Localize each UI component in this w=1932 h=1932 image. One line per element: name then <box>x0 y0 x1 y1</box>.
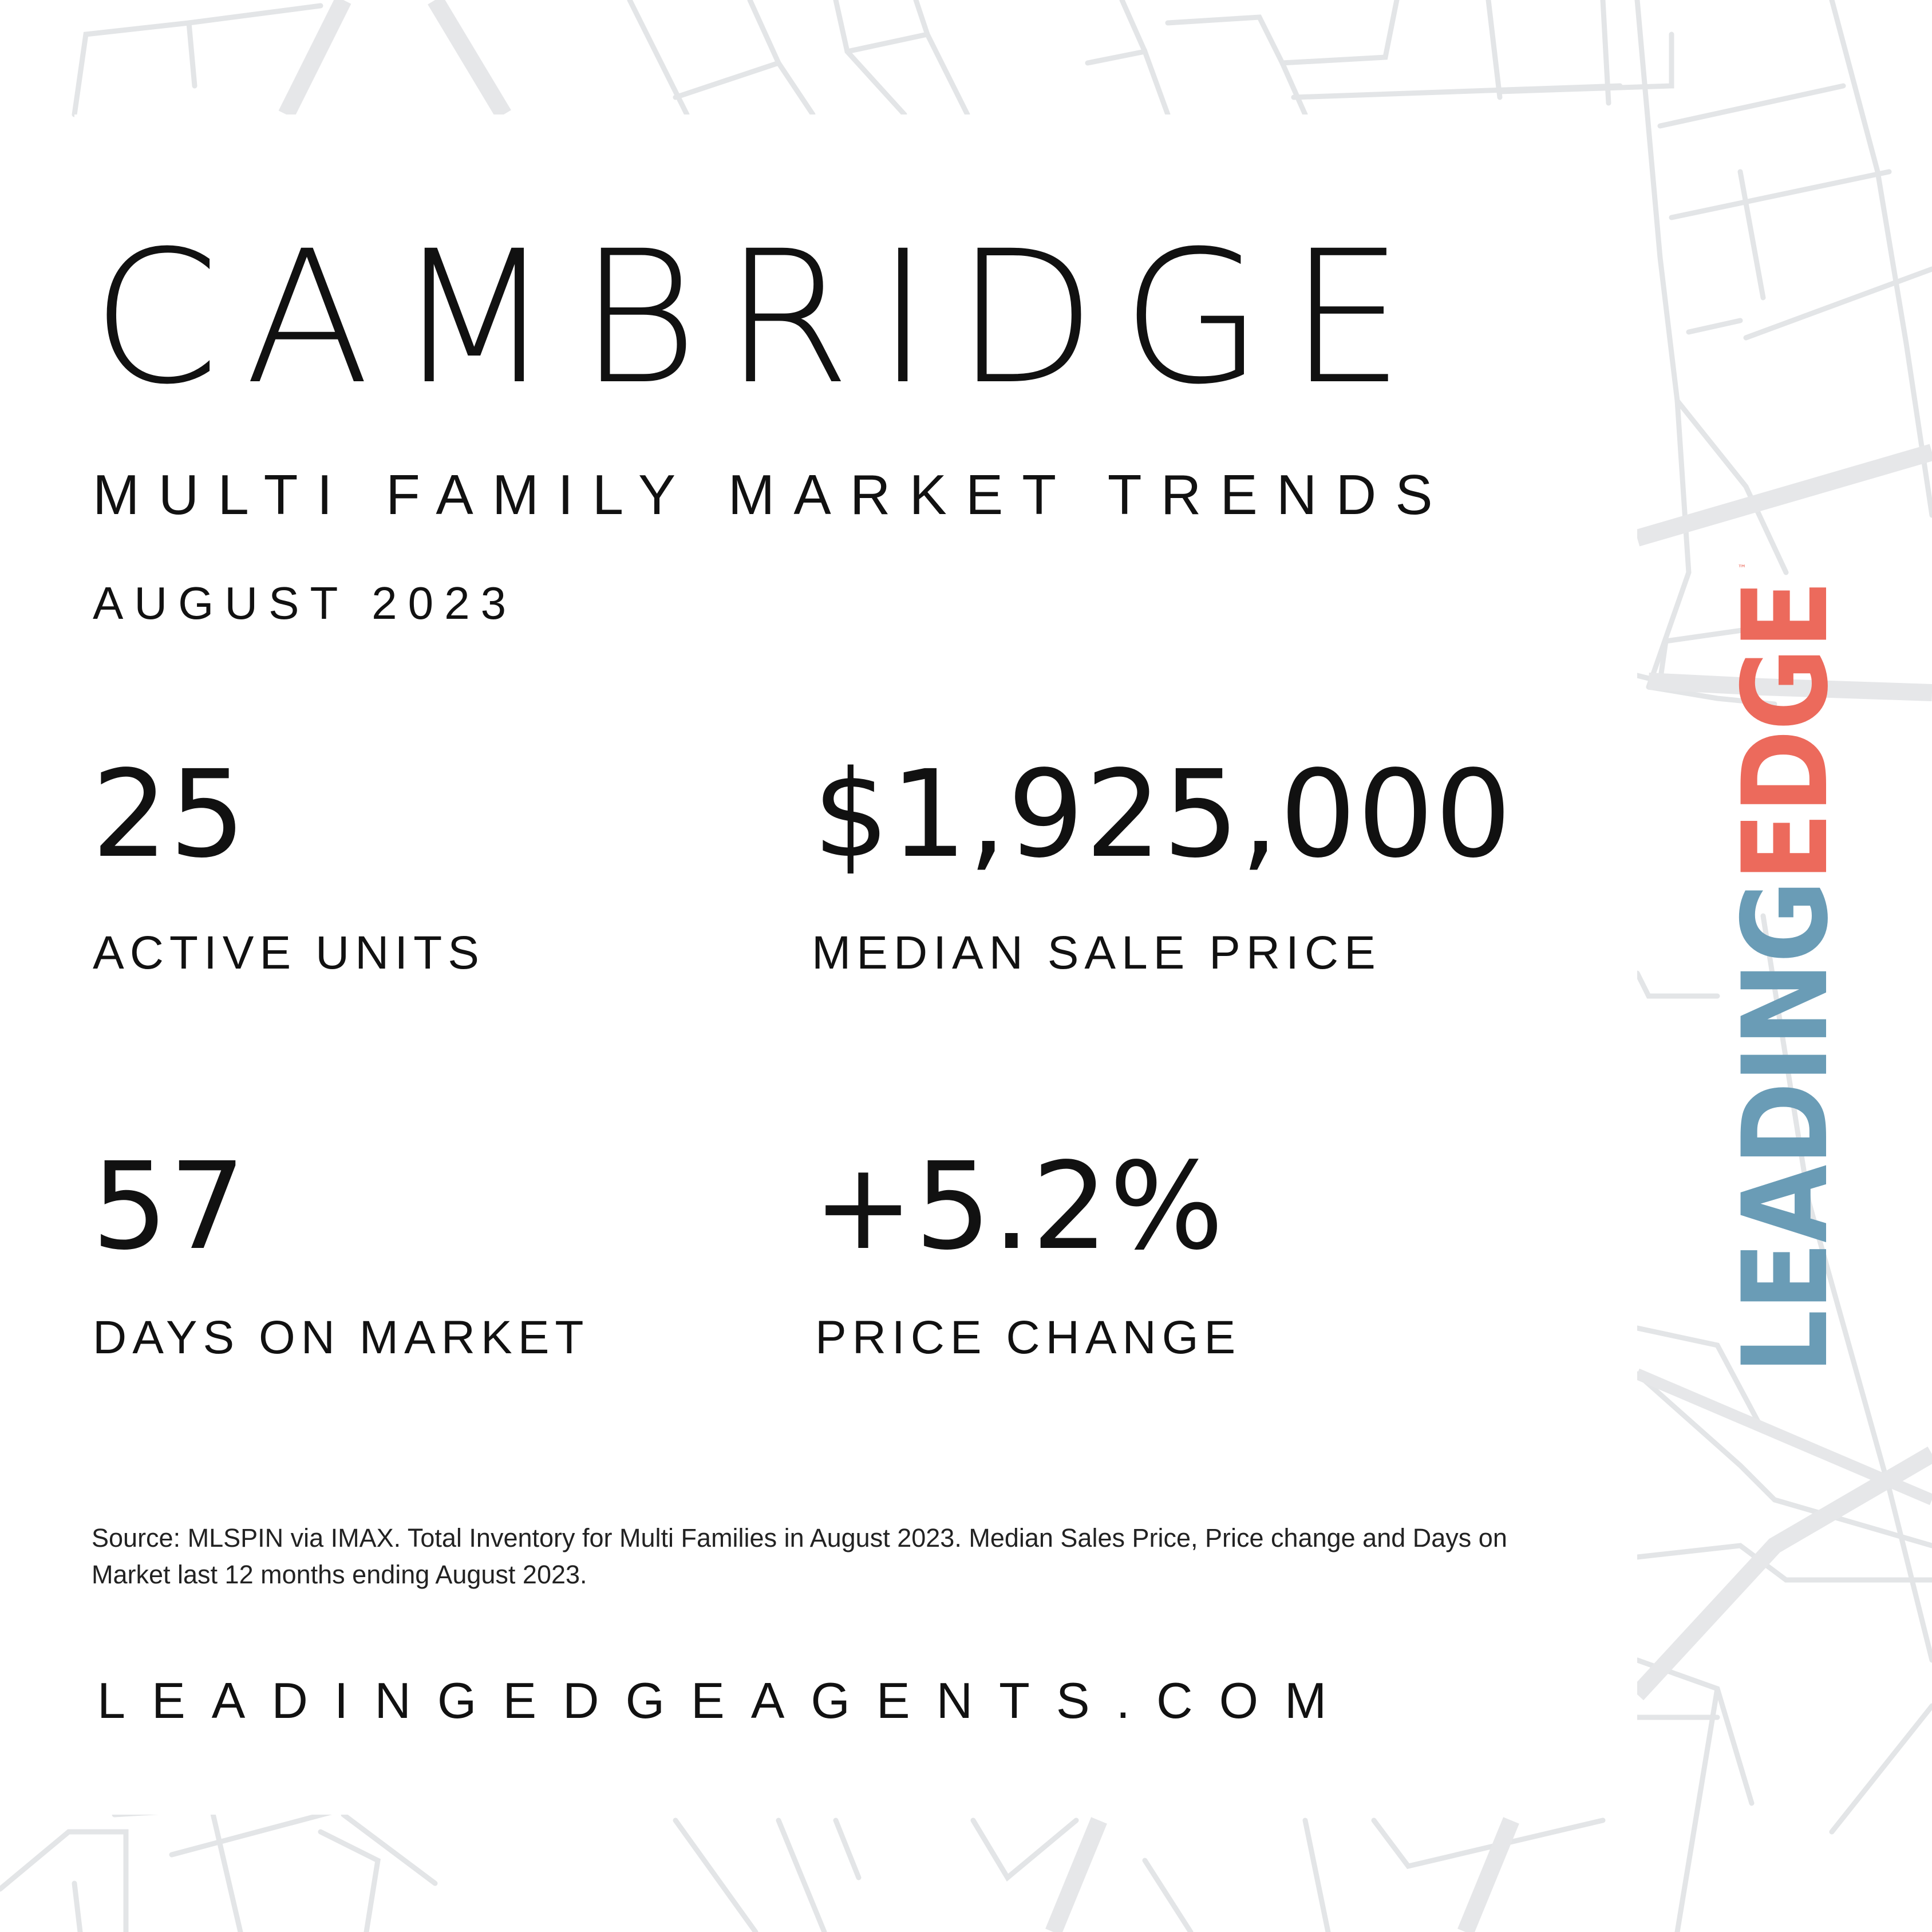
logo-trademark: ™ <box>1737 563 1747 574</box>
days-on-market-label: DAYS ON MARKET <box>93 1311 590 1364</box>
active-units-value: 25 <box>92 744 247 884</box>
median-sale-price-value: $1,925,000 <box>813 744 1513 884</box>
source-note: Source: MLSPIN via IMAX. Total Inventory… <box>92 1523 1507 1589</box>
leadingedge-logo: LEADINGEDGE ™ <box>1723 563 1843 1374</box>
report-subtitle: MULTI FAMILY MARKET TRENDS <box>93 463 1452 526</box>
city-title: CAMBRIDGE <box>92 212 1430 425</box>
website-link[interactable]: LEADINGEDGEAGENTS.COM <box>97 1672 1353 1729</box>
days-on-market-value: 57 <box>92 1136 247 1277</box>
report-period: AUGUST 2023 <box>93 578 517 629</box>
price-change-value: +5.2% <box>813 1136 1225 1277</box>
price-change-label: PRICE CHANGE <box>815 1311 1242 1364</box>
active-units-label: ACTIVE UNITS <box>93 927 485 979</box>
logo-edge-text: EDGE <box>1723 581 1843 882</box>
logo-leading-text: LEADING <box>1723 882 1843 1374</box>
content-panel <box>74 114 1637 1815</box>
median-sale-price-label: MEDIAN SALE PRICE <box>812 927 1381 979</box>
svg-text:LEADINGEDGE: LEADINGEDGE <box>1723 581 1843 1374</box>
